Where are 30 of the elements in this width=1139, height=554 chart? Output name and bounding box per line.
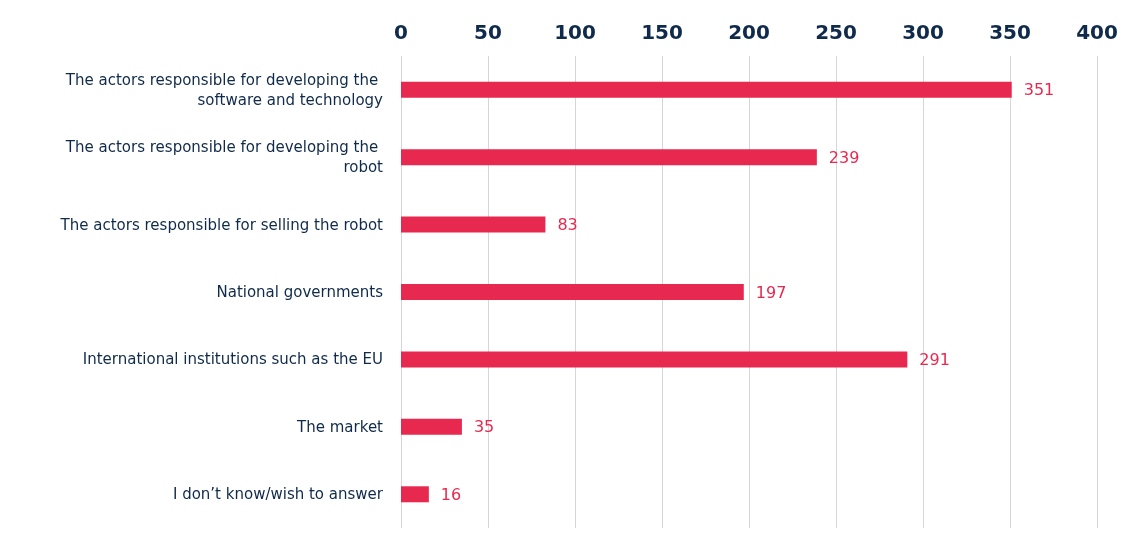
y-tick-label: The actors responsible for selling the robot — [59, 215, 384, 234]
x-tick-label: 100 — [554, 20, 596, 44]
y-tick-label: National governments — [216, 283, 384, 301]
y-tick-label: International institutions such as the EU — [82, 350, 383, 369]
x-tick-label: 150 — [641, 20, 683, 44]
bar — [401, 81, 1012, 98]
x-tick-label: 350 — [989, 20, 1031, 44]
data-label: 16 — [440, 484, 462, 504]
bar — [401, 284, 744, 300]
data-label: 197 — [755, 282, 787, 302]
data-label: 291 — [919, 349, 950, 369]
bar — [401, 149, 817, 166]
data-label: 351 — [1023, 80, 1055, 100]
data-label: 239 — [828, 147, 860, 167]
bar — [401, 351, 908, 368]
x-tick-label: 400 — [1076, 20, 1118, 44]
data-label: 83 — [557, 215, 578, 235]
bar — [401, 486, 429, 503]
x-tick-label: 250 — [815, 20, 857, 44]
x-tick-label: 0 — [394, 20, 408, 44]
y-tick-label: I don’t know/wish to answer — [172, 485, 384, 504]
bar — [401, 216, 546, 233]
bar — [401, 418, 462, 435]
y-tick-label: The actors responsible for developing the robot — [64, 138, 384, 177]
data-label: 35 — [473, 417, 495, 437]
x-tick-label: 200 — [728, 20, 770, 44]
y-tick-label: The market — [296, 417, 384, 436]
x-tick-label: 50 — [474, 20, 502, 44]
y-tick-label: The actors responsible for developing the software and technology — [64, 70, 384, 109]
x-tick-label: 300 — [902, 20, 944, 44]
